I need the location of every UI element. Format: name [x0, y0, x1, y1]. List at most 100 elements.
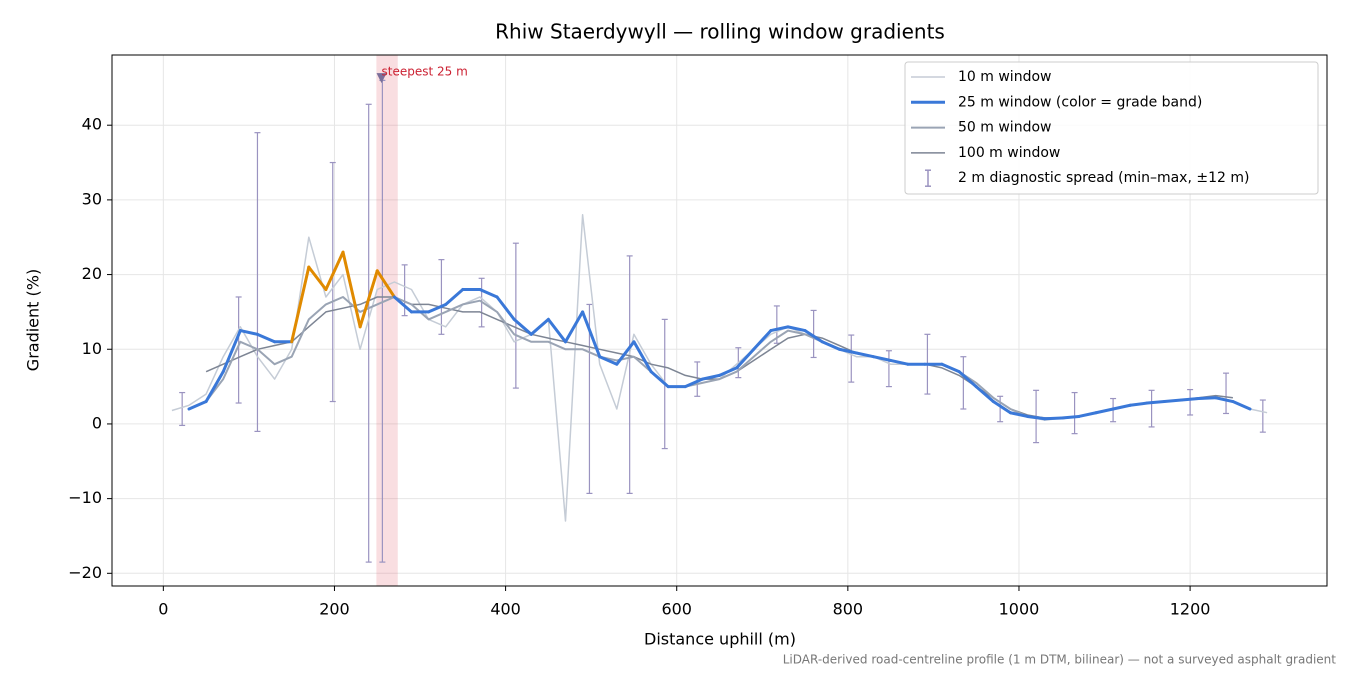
error-bar	[179, 391, 186, 427]
series-line-segment	[358, 269, 379, 329]
error-bar	[1148, 389, 1155, 428]
series-line-segment	[872, 355, 893, 362]
error-bar	[586, 303, 593, 494]
highlight-label: steepest 25 m	[382, 65, 468, 79]
series-line-segment	[1111, 403, 1132, 411]
series-line-segment	[991, 400, 1012, 415]
y-tick-label: 30	[82, 189, 102, 208]
error-bar	[997, 395, 1004, 423]
y-tick-label: 10	[82, 339, 102, 358]
series-line-segment	[1214, 396, 1235, 404]
x-tick-label: 400	[490, 600, 521, 619]
x-tick-label: 200	[319, 600, 350, 619]
series-line-segment	[204, 370, 225, 404]
legend-label: 2 m diagnostic spread (min–max, ±12 m)	[958, 170, 1249, 186]
series-line-segment	[1077, 411, 1098, 418]
chart-title: Rhiw Staerdywyll — rolling window gradie…	[495, 20, 945, 44]
error-bar	[1187, 388, 1194, 416]
error-bar	[848, 334, 855, 383]
y-tick-label: 0	[92, 413, 102, 432]
x-tick-label: 0	[158, 600, 168, 619]
x-tick-label: 800	[833, 600, 864, 619]
series-line-segment	[718, 366, 739, 377]
series-line-segment	[1145, 400, 1166, 405]
series-line-segment	[683, 377, 704, 389]
series-line-segment	[803, 329, 824, 344]
series-line	[188, 296, 1251, 419]
series-line-segment	[512, 317, 533, 336]
x-axis-label: Distance uphill (m)	[644, 630, 796, 649]
series-line-segment	[444, 288, 465, 306]
series-line-segment	[854, 351, 876, 359]
series-line-segment	[341, 250, 362, 329]
y-tick-label: −20	[68, 563, 102, 582]
series-line-segment	[1162, 398, 1184, 404]
series-line-segment	[324, 250, 345, 292]
y-tick-label: −10	[68, 488, 102, 507]
y-axis-label: Gradient (%)	[24, 269, 43, 371]
series-line-segment	[1060, 414, 1081, 420]
series-line-segment	[546, 317, 567, 344]
series-line-segment	[1231, 400, 1252, 411]
legend-label: 50 m window	[958, 120, 1051, 136]
legend-label: 10 m window	[958, 69, 1051, 85]
series-line-segment	[957, 370, 978, 389]
series-line-segment	[940, 362, 961, 374]
series-line-segment	[615, 340, 636, 366]
series-line-segment	[1043, 416, 1064, 421]
error-bar	[626, 255, 633, 494]
series-line-segment	[392, 295, 413, 314]
x-tick-label: 600	[661, 600, 692, 619]
series-line-segment	[735, 347, 756, 370]
series-line-segment	[1094, 407, 1115, 415]
footnote: LiDAR-derived road-centreline profile (1…	[783, 653, 1337, 667]
error-bar	[235, 296, 242, 404]
series-line-segment	[478, 288, 499, 299]
series-line-segment	[529, 317, 550, 336]
error-bar	[438, 259, 445, 335]
highlight-marker	[376, 73, 387, 84]
series-line-segment	[307, 265, 328, 292]
series-line-segment	[375, 269, 396, 299]
series-line-segment	[495, 295, 516, 321]
error-bar	[365, 103, 372, 563]
highlight-span	[376, 55, 398, 586]
series-line-segment	[187, 400, 208, 411]
series-line-segment	[837, 347, 858, 355]
error-bar	[512, 242, 519, 389]
series-line-segment	[427, 302, 448, 314]
error-bar	[1259, 399, 1266, 433]
series-line-segment	[581, 310, 602, 359]
series-line-segment	[974, 385, 995, 404]
series-line-segment	[290, 265, 311, 344]
series-line-segment	[1128, 401, 1149, 407]
series-line-segment	[1008, 411, 1030, 418]
error-bar	[810, 309, 817, 359]
series-line-segment	[889, 358, 910, 366]
series-line-segment	[238, 329, 259, 336]
series-line-segment	[1180, 397, 1201, 402]
series-line-segment	[820, 340, 841, 351]
legend-box	[904, 61, 1319, 195]
error-bar	[885, 350, 892, 388]
x-tick-label: 1200	[1170, 600, 1211, 619]
y-tick-label: 40	[82, 115, 102, 134]
series-line-segment	[632, 340, 653, 374]
series-line-segment	[752, 329, 773, 351]
series-line-segment	[563, 310, 585, 344]
series-line-segment	[769, 325, 790, 333]
series-line-segment	[700, 373, 721, 381]
error-bar	[254, 132, 261, 433]
x-tick-label: 1000	[999, 600, 1040, 619]
legend-label: 100 m window	[958, 145, 1060, 161]
error-bar	[329, 161, 336, 403]
error-bar	[694, 361, 701, 397]
series-line-segment	[786, 325, 807, 333]
error-bar	[960, 356, 967, 410]
series-line	[171, 214, 1268, 522]
plot-frame	[111, 54, 1328, 587]
series-line-segment	[649, 370, 670, 389]
error-bar	[1071, 391, 1078, 435]
series-line-segment	[255, 332, 277, 344]
